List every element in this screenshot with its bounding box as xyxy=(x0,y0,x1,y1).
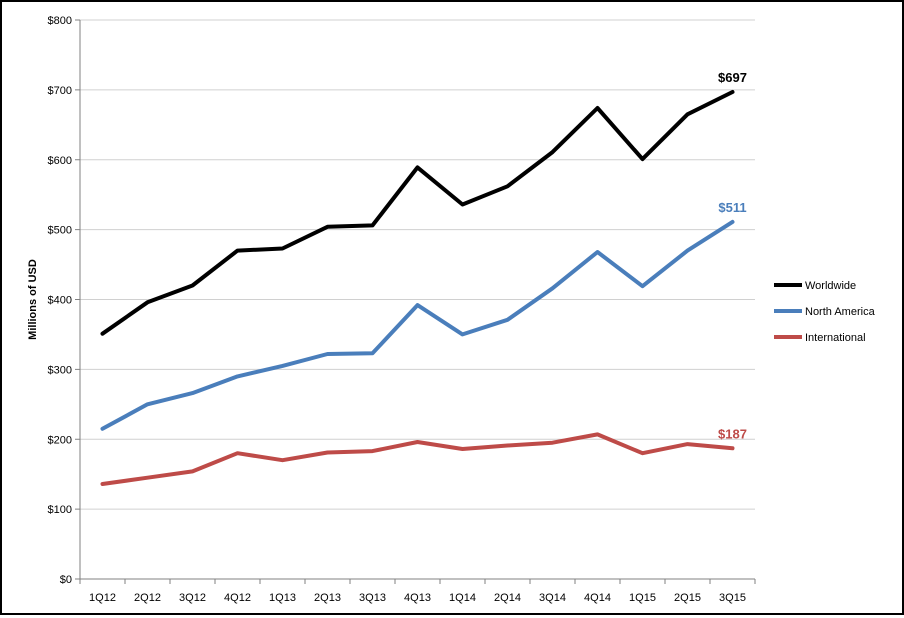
series-line-worldwide xyxy=(100,90,735,336)
y-tick-label: $800 xyxy=(48,15,72,27)
y-tick-label: $500 xyxy=(48,225,72,237)
y-tick-labels: $0 $100 $200 $300 $400 $500 $600 $700 $800 xyxy=(48,15,72,586)
y-tick-label: $700 xyxy=(48,85,72,97)
y-axis-label: Millions of USD xyxy=(27,259,39,340)
y-tick-label: $100 xyxy=(48,504,72,516)
legend: Worldwide North America International xyxy=(774,280,876,344)
axes xyxy=(75,19,756,584)
x-tick-label: 4Q14 xyxy=(584,592,611,604)
end-label-worldwide: $697 xyxy=(718,70,747,85)
series-lines xyxy=(100,90,735,486)
y-tick-label: $300 xyxy=(48,364,72,376)
x-tick-label: 1Q14 xyxy=(449,592,476,604)
legend-label-north-america: North America xyxy=(805,306,876,318)
x-tick-label: 2Q12 xyxy=(134,592,161,604)
x-tick-label: 2Q13 xyxy=(314,592,341,604)
x-tick-label: 1Q13 xyxy=(269,592,296,604)
y-tick-label: $200 xyxy=(48,434,72,446)
legend-label-international: International xyxy=(805,332,866,344)
x-tick-label: 3Q12 xyxy=(179,592,206,604)
x-tick-label: 3Q14 xyxy=(539,592,566,604)
legend-label-worldwide: Worldwide xyxy=(805,280,856,292)
y-tick-label: $600 xyxy=(48,155,72,167)
x-tick-label: 1Q12 xyxy=(89,592,116,604)
end-label-north-america: $511 xyxy=(718,200,746,215)
x-tick-labels: 1Q12 2Q12 3Q12 4Q12 1Q13 2Q13 3Q13 4Q13 1Q14 2Q14… xyxy=(89,592,746,604)
y-tick-label: $0 xyxy=(60,574,72,586)
x-tick-label: 4Q12 xyxy=(224,592,251,604)
x-tick-label: 3Q13 xyxy=(359,592,386,604)
x-tick-label: 2Q15 xyxy=(674,592,701,604)
y-tick-label: $400 xyxy=(48,295,72,307)
gridlines xyxy=(80,19,755,510)
x-tick-label: 2Q14 xyxy=(494,592,521,604)
series-line-north-america xyxy=(100,219,735,431)
x-tick-label: 3Q15 xyxy=(719,592,746,604)
x-tick-label: 4Q13 xyxy=(404,592,431,604)
series-line-international xyxy=(100,432,735,486)
end-value-labels: $697 $511 $187 xyxy=(718,70,747,441)
x-tick-label: 1Q15 xyxy=(629,592,656,604)
end-label-international: $187 xyxy=(718,426,747,441)
